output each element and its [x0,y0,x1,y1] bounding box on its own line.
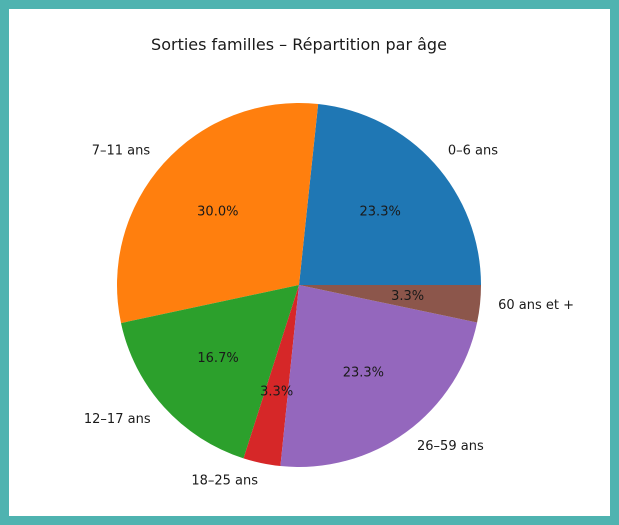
pie-slices [117,103,481,467]
percent-label-5: 3.3% [391,289,424,304]
percent-label-1: 30.0% [197,204,238,219]
percent-label-2: 16.7% [197,351,238,366]
category-label-1: 7–11 ans [92,144,151,159]
category-label-4: 26–59 ans [417,439,484,454]
category-label-5: 60 ans et + [498,298,574,313]
category-label-0: 0–6 ans [448,144,498,159]
pie-slice-0 [299,104,481,285]
category-label-3: 18–25 ans [191,473,258,488]
percent-label-3: 3.3% [260,384,293,399]
category-label-2: 12–17 ans [84,412,151,427]
percent-label-0: 23.3% [360,204,401,219]
percent-label-4: 23.3% [343,366,384,381]
chart-title: Sorties familles – Répartition par âge [151,35,447,54]
